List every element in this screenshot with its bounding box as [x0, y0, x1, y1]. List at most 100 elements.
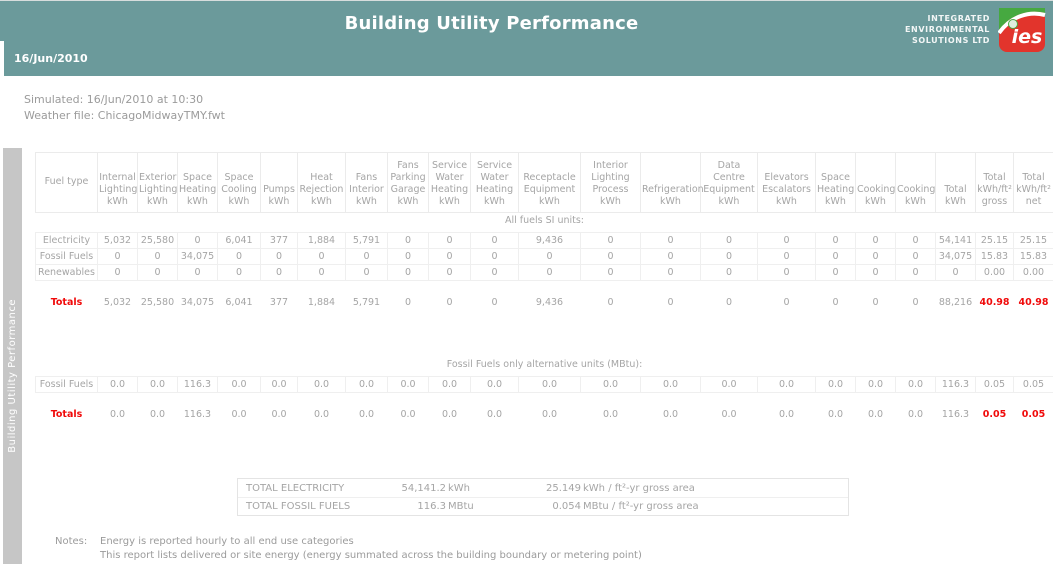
- table-cell: 0.0: [217, 376, 261, 393]
- table-cell: 5,032: [103, 297, 132, 308]
- table-cell: 0: [470, 264, 519, 281]
- page-title: Building Utility Performance: [344, 13, 639, 34]
- table-cell: 0: [855, 232, 896, 249]
- table-cell: 0.0: [109, 409, 126, 420]
- table-cell: 0.0: [895, 376, 936, 393]
- table-cell: 0.0: [486, 409, 503, 420]
- column-header: Service Water Heating kWh: [428, 152, 471, 213]
- column-header: Fuel type: [35, 152, 98, 213]
- table-cell: 0.0: [137, 376, 178, 393]
- table-cell: 9,436: [535, 297, 564, 308]
- table-cell: 0.0: [827, 409, 844, 420]
- column-header: Interior Lighting Process kWh: [580, 152, 641, 213]
- column-header: Heat Rejection kWh: [297, 152, 346, 213]
- table-cell: 0: [428, 248, 471, 265]
- column-header: Fans Parking Garage kWh: [387, 152, 429, 213]
- table-cell: 0: [935, 264, 976, 281]
- company-name-line: SOLUTIONS LTD: [911, 36, 990, 45]
- spacer-cell: [36, 393, 1053, 407]
- table-cell: 34,075: [180, 297, 215, 308]
- table-cell: 0: [97, 264, 138, 281]
- table-cell: 0.0: [428, 376, 471, 393]
- table-cell: 0.05: [982, 409, 1007, 420]
- row-label: Totals: [50, 409, 83, 420]
- summary-unit: kWh: [448, 482, 471, 494]
- simulation-meta: Simulated: 16/Jun/2010 at 10:30 Weather …: [24, 92, 225, 124]
- table-cell: 5,791: [345, 232, 388, 249]
- table-cell: 0: [757, 248, 816, 265]
- table-cell: 0.0: [313, 409, 330, 420]
- section-label: All fuels SI units:: [504, 215, 585, 227]
- table-cell: 116.3: [935, 376, 976, 393]
- column-header: Space Heating kWh: [815, 152, 856, 213]
- table-cell: 6,041: [217, 232, 261, 249]
- table-cell: 88,216: [938, 297, 973, 308]
- table-cell: 0: [855, 264, 896, 281]
- table-cell: 0: [580, 264, 641, 281]
- report-date: 16/Jun/2010: [14, 52, 88, 65]
- table-cell: 0: [640, 232, 701, 249]
- table-cell: 0.0: [231, 409, 247, 420]
- table-cell: 0: [428, 264, 471, 281]
- notes-body: Energy is reported hourly to all end use…: [100, 535, 642, 563]
- column-header: Data Centre Equipment kWh: [700, 152, 758, 213]
- column-header: Cooking kWh: [855, 152, 896, 213]
- sidebar-tab-building-utility-performance[interactable]: Building Utility Performance: [3, 148, 22, 564]
- column-header: Receptacle Equipment kWh: [518, 152, 581, 213]
- report-header: Building Utility Performance 16/Jun/2010…: [0, 0, 1053, 76]
- spacer-row: [36, 393, 1053, 407]
- table-cell: 25.15: [1013, 232, 1053, 249]
- utility-table: Fuel type Internal Lighting kWh Exterior L…: [35, 152, 1053, 423]
- table-cell: 377: [260, 232, 298, 249]
- table-cell: 0: [491, 297, 498, 308]
- table-row: Electricity 5,032 25,580 0 6,041 377 1,884 5,79…: [35, 232, 1053, 249]
- summary-label: TOTAL FOSSIL FUELS: [246, 501, 351, 512]
- table-cell: 15.83: [975, 248, 1014, 265]
- company-logo: INTEGRATED ENVIRONMENTAL SOLUTIONS LTD i…: [905, 7, 1046, 53]
- row-label: Fossil Fuels: [35, 376, 98, 393]
- spacer-cell: [36, 281, 1053, 295]
- table-header-row: Fuel type Internal Lighting kWh Exterior L…: [35, 152, 1053, 213]
- table-cell: 0: [757, 264, 816, 281]
- notes-label: Notes:: [55, 536, 88, 547]
- column-header: Total kWh: [935, 152, 976, 213]
- table-cell: 116.3: [177, 376, 218, 393]
- table-cell: 5,032: [97, 232, 138, 249]
- table-cell: 25.15: [975, 232, 1014, 249]
- table-cell: 0: [872, 297, 879, 308]
- table-cell: 0: [387, 264, 429, 281]
- table-cell: 0.00: [1013, 264, 1053, 281]
- table-cell: 1,884: [307, 297, 336, 308]
- totals-row: Totals 5,032 25,580 34,075 6,041 377 1,884 5,79…: [36, 295, 1053, 311]
- table-cell: 0: [217, 248, 261, 265]
- table-cell: 25,580: [140, 297, 175, 308]
- table-cell: 0.0: [855, 376, 896, 393]
- table-cell: 116.3: [941, 409, 970, 420]
- table-cell: 0: [518, 264, 581, 281]
- table-cell: 0: [137, 248, 178, 265]
- table-cell: 34,075: [935, 248, 976, 265]
- note-line: Energy is reported hourly to all end use…: [100, 536, 354, 547]
- table-cell: 0: [815, 264, 856, 281]
- column-header: Service Water Heating kWh: [470, 152, 519, 213]
- table-cell: 0.0: [907, 409, 924, 420]
- summary-row-fossil-fuels: TOTAL FOSSIL FUELS 116.3 MBtu 0.054 MBtu…: [238, 497, 848, 515]
- table-cell: 0: [297, 248, 346, 265]
- table-cell: 0: [217, 264, 261, 281]
- table-cell: 0: [815, 248, 856, 265]
- column-header: Cooking kWh: [895, 152, 936, 213]
- summary-rate-unit: MBtu / ft²-yr gross area: [583, 501, 699, 512]
- header-date-bar: [0, 41, 1053, 76]
- table-cell: 0: [345, 248, 388, 265]
- table-cell: 0: [177, 232, 218, 249]
- table-cell: 1,884: [297, 232, 346, 249]
- table-cell: 54,141: [935, 232, 976, 249]
- simulated-line: Simulated: 16/Jun/2010 at 10:30: [24, 93, 204, 106]
- section-row: All fuels SI units:: [36, 213, 1053, 229]
- table-cell: 0: [470, 248, 519, 265]
- table-cell: 0: [855, 248, 896, 265]
- table-cell: 0.0: [470, 376, 519, 393]
- spacer-cell: [36, 311, 1053, 357]
- summary-rate-unit: kWh / ft²-yr gross area: [583, 482, 695, 494]
